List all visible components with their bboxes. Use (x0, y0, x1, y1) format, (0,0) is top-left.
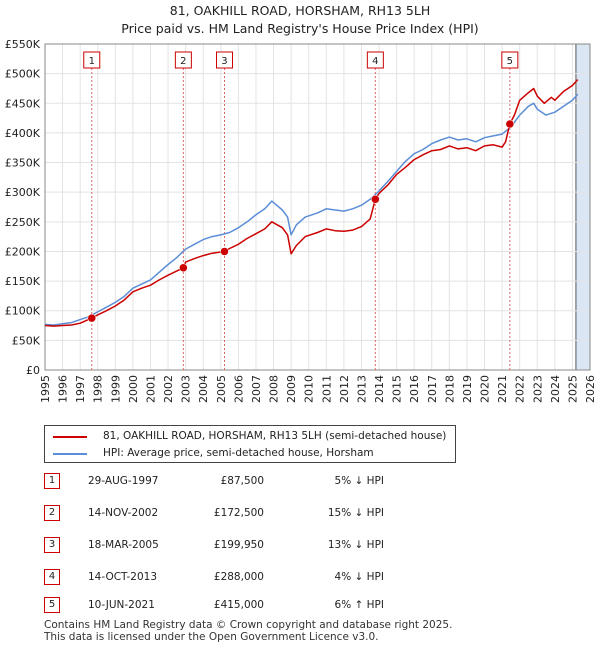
x-tick-label: 2008 (268, 375, 281, 403)
x-tick-label: 2003 (180, 375, 193, 403)
sale-hpi-diff: 4% ↓ HPI (334, 571, 384, 583)
sale-number-badge: 5 (44, 597, 60, 613)
legend-label-hpi: HPI: Average price, semi-detached house,… (103, 447, 374, 459)
sale-number-badge: 4 (44, 569, 60, 585)
chart-title: 81, OAKHILL ROAD, HORSHAM, RH13 5LH (169, 3, 431, 18)
sale-price: £288,000 (213, 571, 264, 583)
x-tick-label: 2025 (566, 375, 579, 403)
table-row: 5 10-JUN-2021 £415,000 6% ↑ HPI (44, 596, 464, 614)
x-tick-label: 2004 (197, 375, 210, 403)
sale-label: 4 (372, 56, 378, 67)
x-tick-label: 1996 (57, 375, 70, 403)
x-tick-label: 2013 (355, 375, 368, 403)
sale-date: 14-OCT-2013 (88, 571, 157, 583)
x-tick-label: 2020 (479, 375, 492, 403)
hpi-line-swatch (53, 453, 87, 455)
sale-number-badge: 2 (44, 505, 60, 521)
x-tick-label: 2001 (144, 375, 157, 403)
table-row: 4 14-OCT-2013 £288,000 4% ↓ HPI (44, 568, 464, 586)
x-tick-label: 1999 (109, 375, 122, 403)
x-tick-label: 2011 (320, 375, 333, 403)
x-tick-label: 2026 (584, 375, 597, 403)
sale-number-badge: 3 (44, 537, 60, 553)
x-tick-label: 2019 (461, 375, 474, 403)
x-tick-label: 2018 (443, 375, 456, 403)
plot-area (45, 44, 590, 370)
x-tick-label: 1998 (92, 375, 105, 403)
footer-licence: This data is licensed under the Open Gov… (44, 631, 379, 643)
x-tick-label: 2009 (285, 375, 298, 403)
y-tick-label: £0 (26, 364, 40, 377)
sale-date: 29-AUG-1997 (88, 475, 159, 487)
y-tick-label: £550K (5, 38, 41, 51)
y-tick-label: £200K (5, 245, 41, 258)
chart-legend: 81, OAKHILL ROAD, HORSHAM, RH13 5LH (sem… (44, 425, 456, 463)
x-tick-label: 2016 (408, 375, 421, 403)
hpi-line (44, 93, 579, 326)
legend-label-property: 81, OAKHILL ROAD, HORSHAM, RH13 5LH (sem… (103, 430, 447, 442)
sale-date: 18-MAR-2005 (88, 539, 159, 551)
x-tick-label: 2012 (338, 375, 351, 403)
sale-point (220, 247, 229, 256)
table-row: 1 29-AUG-1997 £87,500 5% ↓ HPI (44, 472, 464, 490)
sale-price: £199,950 (213, 539, 264, 551)
sale-label-box (366, 51, 384, 69)
sale-point (371, 195, 380, 204)
sale-price: £415,000 (213, 599, 264, 611)
price-chart: £0 £50K £100K £150K £200K £250K £300K £350K £400… (5, 38, 597, 403)
x-tick-label: 1995 (39, 375, 52, 403)
sale-number-badge: 1 (44, 473, 60, 489)
y-tick-label: £150K (5, 275, 41, 288)
sale-hpi-diff: 15% ↓ HPI (327, 507, 384, 519)
recent-period-shading (575, 44, 590, 370)
sale-label: 1 (89, 56, 95, 67)
sale-price: £87,500 (220, 475, 264, 487)
chart-subtitle: Price paid vs. HM Land Registry's House … (121, 21, 479, 36)
y-tick-label: £400K (5, 127, 41, 140)
x-tick-label: 2002 (162, 375, 175, 403)
x-tick-label: 2023 (531, 375, 544, 403)
sale-label-box (215, 51, 233, 69)
footer-copyright: Contains HM Land Registry data © Crown c… (44, 619, 453, 631)
y-tick-label: £250K (5, 216, 41, 229)
sale-date: 10-JUN-2021 (88, 599, 155, 611)
sale-date: 14-NOV-2002 (88, 507, 159, 519)
x-tick-label: 2010 (303, 375, 316, 403)
sale-label-box (501, 51, 519, 69)
sale-label: 5 (507, 56, 513, 67)
sale-label: 3 (221, 56, 227, 67)
table-row: 3 18-MAR-2005 £199,950 13% ↓ HPI (44, 536, 464, 554)
sale-hpi-diff: 5% ↓ HPI (334, 475, 384, 487)
sale-point (179, 263, 188, 273)
sale-point (87, 313, 97, 323)
y-tick-label: £100K (5, 305, 41, 318)
sale-price: £172,500 (213, 507, 264, 519)
x-tick-label: 2000 (127, 375, 140, 403)
sale-label: 2 (180, 56, 186, 67)
sale-label-box (174, 51, 192, 69)
attribution-footer: Contains HM Land Registry data © Crown c… (44, 619, 452, 643)
x-tick-label: 2005 (215, 375, 228, 403)
x-tick-label: 2022 (514, 375, 527, 403)
x-tick-label: 2007 (250, 375, 263, 403)
x-tick-label: 2015 (391, 375, 404, 403)
x-tick-label: 2006 (232, 375, 245, 403)
x-tick-label: 2014 (373, 375, 386, 403)
property-line-swatch (53, 436, 87, 438)
x-tick-label: 2021 (496, 375, 509, 403)
y-tick-label: £500K (5, 68, 41, 81)
x-tick-label: 2017 (426, 375, 439, 403)
y-tick-label: £50K (12, 334, 41, 347)
sale-hpi-diff: 13% ↓ HPI (327, 539, 384, 551)
x-tick-label: 1997 (74, 375, 87, 403)
sale-label-box (83, 51, 101, 69)
sale-point (505, 119, 515, 129)
y-tick-label: £450K (5, 97, 41, 110)
y-tick-label: £300K (5, 186, 41, 199)
x-tick-label: 2024 (549, 375, 562, 403)
sale-hpi-diff: 6% ↑ HPI (334, 599, 384, 611)
table-row: 2 14-NOV-2002 £172,500 15% ↓ HPI (44, 504, 464, 522)
y-tick-label: £350K (5, 157, 41, 170)
plot-border (44, 43, 591, 371)
